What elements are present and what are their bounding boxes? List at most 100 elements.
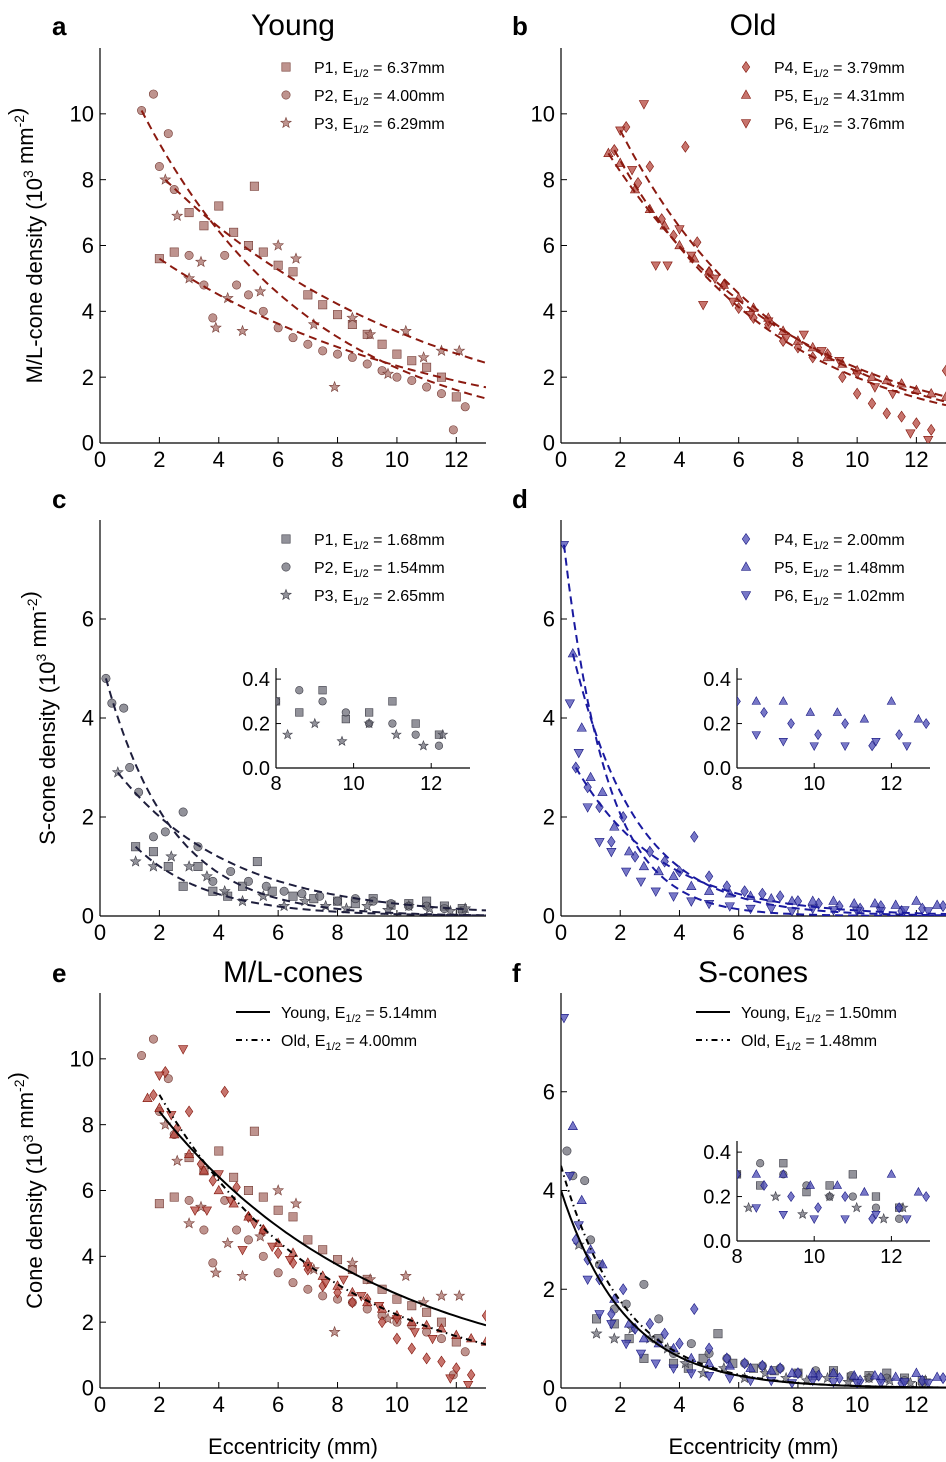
data-point — [913, 713, 924, 723]
series-triangle-up — [567, 647, 943, 909]
data-point — [193, 861, 203, 871]
inset-x-tick-label: 12 — [880, 773, 902, 795]
legend-label: P1, E1/2 = 1.68mm — [314, 532, 445, 552]
inset-c: 8 10 12 0.0 0.2 0.4 — [242, 668, 470, 795]
data-point — [760, 1179, 768, 1191]
data-point — [232, 280, 242, 290]
data-point — [236, 1269, 249, 1282]
x-tick-label: 8 — [792, 447, 804, 472]
x-tick-label: 2 — [614, 1392, 626, 1417]
data-point — [832, 1180, 843, 1189]
inset-y-tick-label: 0.2 — [703, 714, 731, 736]
y-tick-label: 6 — [82, 1178, 94, 1203]
data-point — [171, 209, 184, 221]
x-tick-label: 12 — [444, 1392, 468, 1417]
x-tick-label: 6 — [272, 447, 284, 472]
inset-y-tick-label: 0.4 — [703, 669, 731, 691]
data-point — [154, 254, 164, 264]
x-tick-label: 6 — [272, 920, 284, 945]
legend: P4, E1/2 = 2.00mm P5, E1/2 = 1.48mm P6, E1… — [740, 532, 905, 608]
data-point — [221, 1236, 234, 1249]
data-point — [681, 140, 690, 153]
data-point — [388, 697, 397, 706]
data-point — [328, 380, 341, 393]
data-point — [333, 896, 343, 906]
legend-marker — [740, 591, 752, 601]
series-triangle-up — [751, 1169, 924, 1196]
data-point — [849, 897, 860, 908]
data-point — [805, 1180, 816, 1189]
data-point — [698, 1353, 708, 1363]
y-tick-label: 6 — [82, 233, 94, 258]
y-tick-label: 4 — [82, 1244, 94, 1269]
data-point — [407, 375, 417, 385]
data-point — [184, 250, 194, 260]
data-point — [766, 1365, 777, 1375]
x-tick-label: 6 — [733, 1392, 745, 1417]
data-point — [388, 719, 397, 728]
series-diamond — [149, 1066, 486, 1381]
data-point — [249, 1126, 259, 1136]
legend-marker — [741, 533, 751, 545]
data-point — [361, 899, 374, 912]
data-point — [422, 382, 432, 392]
data-point — [745, 904, 756, 915]
x-tick-label: 12 — [904, 920, 928, 945]
data-point — [209, 1266, 222, 1278]
data-point — [899, 1378, 910, 1388]
data-point — [169, 1192, 179, 1202]
data-point — [229, 1172, 239, 1182]
panel-letter: e — [52, 958, 66, 988]
x-tick-label: 4 — [213, 1392, 225, 1417]
legend-label: P3, E1/2 = 6.29mm — [314, 116, 445, 136]
series-diamond — [571, 761, 946, 916]
data-point — [654, 1314, 664, 1324]
data-point — [859, 713, 870, 723]
data-point — [911, 895, 922, 905]
data-point — [238, 881, 248, 891]
data-point — [392, 349, 402, 359]
series-triangle-down — [751, 1204, 912, 1224]
data-point — [703, 1371, 715, 1382]
y-tick-label: 4 — [543, 1178, 555, 1203]
data-point — [766, 893, 777, 903]
data-point — [807, 895, 818, 905]
data-point — [621, 867, 632, 878]
data-point — [288, 891, 298, 901]
data-point — [868, 1213, 876, 1225]
series-diamond — [610, 121, 946, 436]
data-point — [161, 1066, 170, 1078]
data-point — [848, 1192, 857, 1201]
x-axis-label: Eccentricity (mm) — [208, 1434, 378, 1459]
data-point — [890, 899, 901, 909]
data-point — [365, 708, 374, 717]
data-point — [249, 1219, 260, 1230]
inset-background — [276, 668, 470, 768]
y-axis-label: Cone density (103 mm-2) — [4, 1072, 47, 1309]
y-tick-label: 0 — [82, 1376, 94, 1401]
data-point — [453, 1289, 466, 1302]
x-tick-label: 0 — [94, 447, 106, 472]
legend-label: P1, E1/2 = 6.37mm — [314, 60, 445, 80]
data-point — [690, 1303, 699, 1315]
data-point — [849, 1369, 860, 1380]
data-point — [751, 731, 761, 740]
data-point — [927, 423, 936, 436]
fit-curve — [563, 544, 946, 916]
data-point — [411, 730, 420, 739]
y-tick-label: 0 — [82, 904, 94, 929]
data-point — [183, 860, 196, 872]
data-point — [422, 1352, 431, 1365]
data-point — [318, 686, 327, 695]
data-point — [272, 239, 285, 251]
data-point — [346, 311, 359, 323]
data-point — [841, 718, 849, 730]
data-point — [686, 1369, 697, 1379]
data-point — [184, 1105, 194, 1118]
data-point — [409, 1328, 420, 1338]
y-tick-label: 2 — [82, 1310, 94, 1335]
data-point — [603, 147, 614, 157]
data-point — [758, 887, 767, 900]
data-point — [377, 339, 387, 349]
y-tick-label: 8 — [82, 167, 94, 192]
